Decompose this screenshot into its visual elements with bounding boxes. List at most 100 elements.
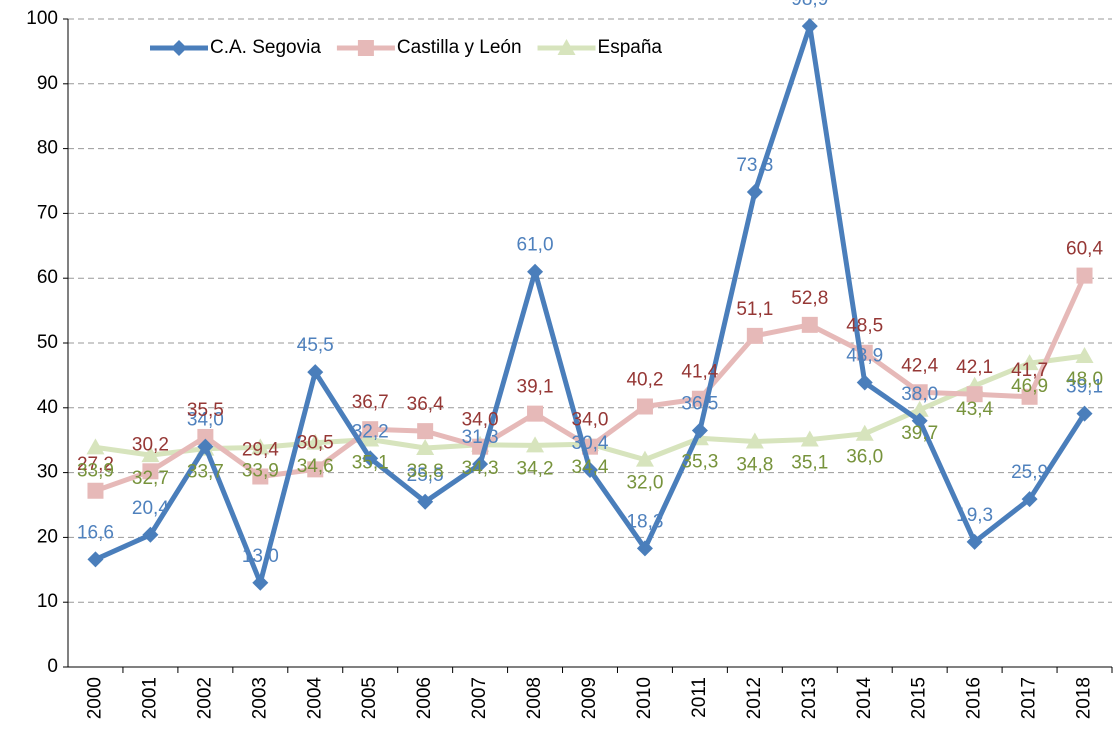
- data-point: [801, 18, 818, 35]
- data-label: 30,2: [132, 434, 169, 455]
- data-label: 34,4: [572, 457, 609, 478]
- data-label: 46,9: [1011, 376, 1048, 397]
- legend-marker: [557, 39, 576, 55]
- legend-marker: [171, 40, 187, 56]
- data-point: [362, 421, 379, 438]
- data-point: [141, 446, 160, 463]
- data-point: [416, 438, 435, 455]
- x-tick-label: 2017: [1019, 677, 1040, 719]
- y-tick-label: 40: [37, 397, 58, 418]
- data-point: [417, 423, 434, 440]
- data-point: [636, 398, 653, 415]
- legend-marker: [357, 40, 374, 56]
- data-label: 73,3: [736, 155, 773, 176]
- data-label: 30,5: [297, 432, 334, 453]
- data-point: [1020, 354, 1039, 371]
- y-tick-label: 30: [37, 462, 58, 483]
- data-label: 36,0: [846, 447, 883, 468]
- x-tick-label: 2014: [854, 677, 875, 720]
- data-label: 39,7: [901, 423, 938, 444]
- data-point: [87, 551, 104, 568]
- data-point: [527, 263, 544, 280]
- y-tick-label: 60: [37, 267, 58, 288]
- data-point: [472, 456, 489, 473]
- data-label: 35,1: [352, 453, 389, 474]
- x-tick-label: 2007: [469, 677, 490, 719]
- data-label: 38,0: [901, 384, 938, 405]
- data-point: [87, 482, 104, 499]
- data-point: [636, 540, 653, 557]
- data-point: [910, 400, 929, 417]
- data-point: [966, 386, 983, 403]
- data-label: 45,5: [297, 335, 334, 356]
- data-point: [1076, 267, 1093, 284]
- y-tick-label: 10: [37, 591, 58, 612]
- x-tick-label: 2001: [139, 677, 160, 719]
- data-point: [361, 430, 380, 447]
- data-label: 31,3: [462, 427, 499, 448]
- data-label: 41,4: [681, 362, 718, 383]
- data-point: [745, 432, 764, 449]
- data-point: [307, 461, 324, 478]
- data-label: 29,4: [242, 440, 279, 461]
- data-point: [801, 316, 818, 333]
- data-label: 34,6: [297, 456, 334, 477]
- series-line: [94, 23, 1087, 586]
- data-point: [197, 438, 214, 455]
- data-label: 13,0: [242, 546, 279, 567]
- x-tick-label: 2011: [689, 677, 710, 718]
- data-label: 48,0: [1066, 369, 1103, 390]
- data-point: [966, 533, 983, 550]
- data-point: [1076, 405, 1093, 422]
- data-point: [252, 574, 269, 591]
- data-point: [307, 364, 324, 381]
- data-label: 36,5: [681, 393, 718, 414]
- data-label: 36,7: [352, 392, 389, 413]
- data-label: 32,7: [132, 468, 169, 489]
- data-label: 34,0: [187, 410, 224, 431]
- data-label: 25,9: [1011, 462, 1048, 483]
- data-point: [1021, 491, 1038, 508]
- data-label: 39,1: [1066, 377, 1103, 398]
- y-tick-label: 100: [26, 8, 58, 29]
- x-tick-label: 2016: [964, 677, 985, 719]
- data-point: [746, 184, 763, 201]
- data-label: 16,6: [77, 522, 114, 543]
- data-point: [527, 405, 544, 422]
- data-point: [197, 428, 214, 445]
- x-tick-label: 2008: [524, 677, 545, 719]
- x-tick-label: 2006: [414, 677, 435, 719]
- data-label: 42,1: [956, 357, 993, 378]
- data-label: 20,4: [132, 498, 169, 519]
- data-label: 34,0: [462, 410, 499, 431]
- x-tick-label: 2013: [799, 677, 820, 719]
- data-point: [1021, 388, 1038, 405]
- data-label: 40,2: [626, 370, 663, 391]
- data-point: [746, 327, 763, 344]
- data-label: 34,8: [736, 455, 773, 476]
- data-point: [142, 526, 159, 543]
- data-label: 33,9: [77, 460, 114, 481]
- data-point: [911, 384, 928, 401]
- legend-label: Castilla y León: [397, 37, 522, 58]
- data-label: 33,7: [187, 462, 224, 483]
- data-label: 32,2: [352, 421, 389, 442]
- data-label: 43,4: [956, 399, 993, 420]
- data-point: [1075, 346, 1094, 363]
- data-label: 52,8: [791, 288, 828, 309]
- legend-label: España: [598, 37, 663, 58]
- x-tick-label: 2002: [194, 677, 215, 719]
- data-label: 35,1: [791, 453, 828, 474]
- data-label: 42,4: [901, 355, 938, 376]
- data-point: [417, 493, 434, 510]
- data-label: 32,0: [626, 473, 663, 494]
- data-label: 48,5: [846, 316, 883, 337]
- y-tick-label: 80: [37, 138, 58, 159]
- data-point: [911, 412, 928, 429]
- data-label: 98,9: [791, 0, 828, 10]
- x-tick-label: 2010: [634, 677, 655, 719]
- data-label: 33,8: [407, 461, 444, 482]
- y-tick-label: 0: [47, 656, 58, 677]
- data-point: [691, 422, 708, 439]
